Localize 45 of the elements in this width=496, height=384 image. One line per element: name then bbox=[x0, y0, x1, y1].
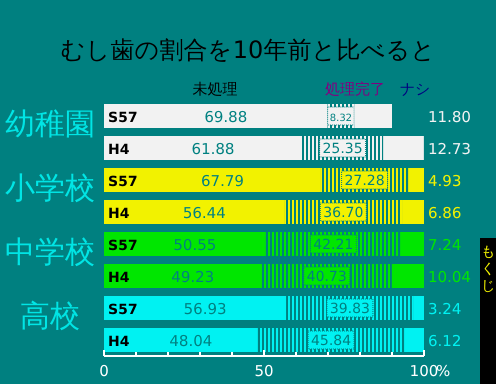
data-label: 12.73 bbox=[428, 140, 471, 158]
data-label: 27.28 bbox=[344, 173, 385, 189]
text: 小学校 bbox=[5, 171, 95, 206]
data-label: 50.55 bbox=[173, 236, 216, 254]
data-label: 6.12 bbox=[428, 332, 462, 350]
chart-title: むし歯の割合を10年前と比べると bbox=[60, 36, 436, 64]
x-tick-label: 100 bbox=[410, 362, 438, 380]
y-tick-label: H4 bbox=[108, 142, 130, 158]
data-label: 10.04 bbox=[428, 268, 471, 286]
y-tick-label: S57 bbox=[108, 110, 138, 126]
data-label: 39.83 bbox=[330, 301, 370, 317]
series-label: 未処理 bbox=[192, 80, 238, 98]
data-label: 8.32 bbox=[330, 113, 352, 124]
menu: もくじ bbox=[480, 238, 496, 384]
y-tick-label: S57 bbox=[108, 302, 138, 318]
data-label: 61.88 bbox=[192, 140, 234, 158]
data-label: 3.24 bbox=[428, 300, 462, 318]
y-tick-label: H4 bbox=[108, 206, 130, 222]
data-label: 42.21 bbox=[313, 237, 354, 253]
y-tick-label: S57 bbox=[108, 174, 138, 190]
data-label: 4.93 bbox=[428, 172, 462, 190]
text: 高校 bbox=[20, 299, 80, 334]
data-label: 56.93 bbox=[184, 300, 227, 318]
data-label: 40.73 bbox=[306, 269, 347, 285]
data-label: 67.79 bbox=[200, 172, 244, 190]
x-tick-label: 50 bbox=[254, 362, 274, 380]
data-label: 6.86 bbox=[428, 204, 462, 222]
series-label: 処理完了 bbox=[325, 80, 385, 98]
x-tick-label: 0 bbox=[99, 362, 109, 380]
data-label: 36.70 bbox=[323, 205, 364, 221]
text: 中学校 bbox=[5, 235, 95, 270]
y-tick-label: H4 bbox=[108, 270, 130, 286]
data-label: 48.04 bbox=[169, 332, 212, 350]
x-axis-title: % bbox=[436, 362, 450, 380]
data-label: 45.84 bbox=[311, 333, 352, 349]
data-label: 49.23 bbox=[171, 268, 214, 286]
data-label: 7.24 bbox=[428, 236, 462, 254]
series-label: ナシ bbox=[400, 80, 430, 98]
y-tick-label: S57 bbox=[108, 238, 138, 254]
y-tick-label: H4 bbox=[108, 334, 130, 350]
data-label: 11.80 bbox=[428, 108, 471, 126]
data-label: 56.44 bbox=[182, 204, 226, 222]
text: 幼稚園 bbox=[5, 107, 95, 142]
data-label: 69.88 bbox=[204, 108, 248, 126]
data-label: 25.35 bbox=[322, 141, 363, 157]
